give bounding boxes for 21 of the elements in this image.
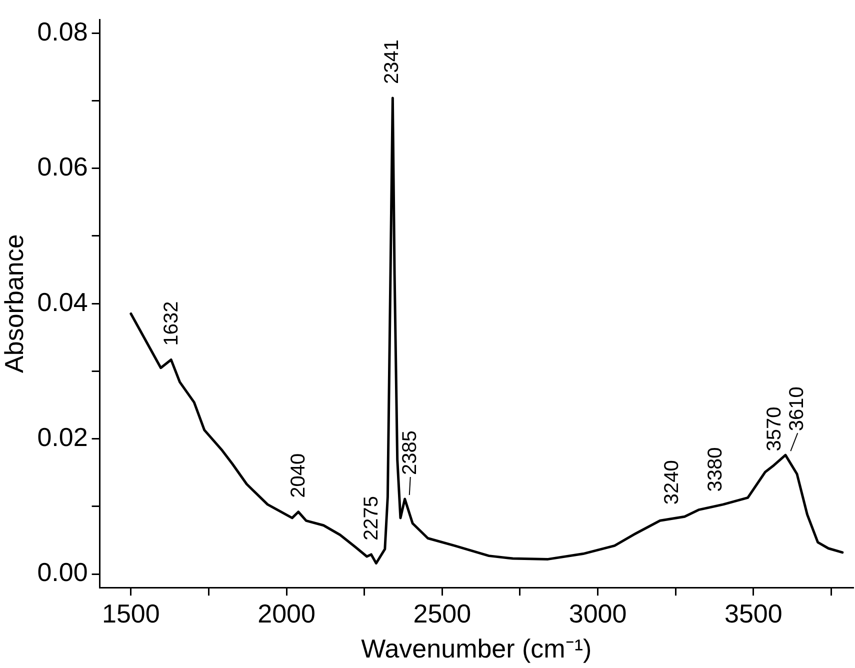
x-tick-label: 2000 (258, 598, 316, 628)
x-axis-title: Wavenumber (cm⁻¹) (361, 634, 592, 664)
x-tick-label: 3000 (568, 598, 627, 628)
annotation: 3570 (764, 406, 786, 452)
y-axis-title: Absorbance (0, 234, 29, 373)
x-tick-label: 1500 (102, 598, 160, 628)
annotation: 3380 (704, 447, 727, 492)
annotation: 2040 (288, 453, 310, 498)
y-tick-label: 0.04 (37, 286, 88, 317)
y-tick-label: 0.00 (37, 557, 88, 588)
y-tick-label: 0.08 (37, 16, 88, 46)
x-tick-label: 3500 (724, 598, 782, 628)
annotation: 2275 (360, 496, 383, 540)
x-tick-label: 2500 (413, 598, 472, 628)
annotation: 2341 (381, 40, 404, 84)
y-tick-label: 0.02 (37, 422, 88, 452)
annotation: 3240 (660, 460, 683, 505)
annotation: 3610 (786, 386, 808, 432)
annotation: 1632 (160, 301, 183, 346)
y-tick-label: 0.06 (37, 152, 88, 182)
annotation: 2385 (398, 430, 421, 476)
